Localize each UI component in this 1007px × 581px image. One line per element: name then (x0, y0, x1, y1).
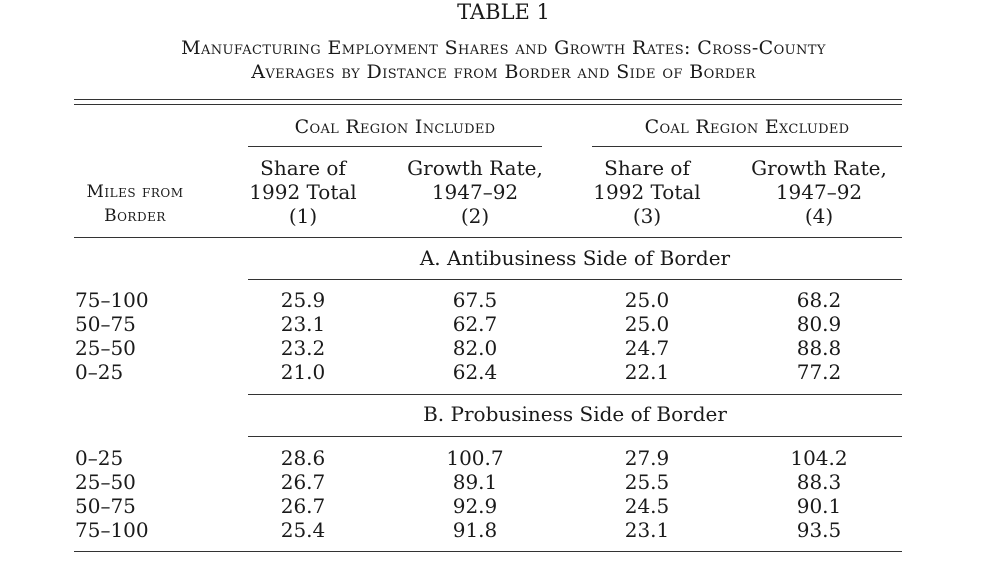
header-bottom-rule (74, 237, 902, 238)
row-header-line-1: Miles from (86, 182, 184, 202)
column-header-3: Share of 1992 Total (3) (582, 156, 712, 228)
column-header-4: Growth Rate, 1947–92 (4) (740, 156, 898, 228)
panel-a-row-4-col-3: 22.1 (624, 360, 670, 384)
column-header-2: Growth Rate, 1947–92 (2) (400, 156, 550, 228)
panel-b-row-4-col-2: 91.8 (452, 518, 498, 542)
panel-a-row-3-col-1: 23.2 (280, 336, 326, 360)
panel-b-row-3-col-3: 24.5 (624, 494, 670, 518)
panel-a-row-3-col-2: 82.0 (452, 336, 498, 360)
table-caption-line-1: Manufacturing Employment Shares and Grow… (181, 37, 826, 59)
row-header-line-2: Border (104, 206, 166, 226)
panel-b-row-4-col-4: 93.5 (796, 518, 842, 542)
panel-a-row-1-label: 75–100 (75, 288, 149, 312)
panel-a-row-3-col-3: 24.7 (624, 336, 670, 360)
panel-a-row-4-label: 0–25 (75, 360, 124, 384)
panel-b-row-2-label: 25–50 (75, 470, 136, 494)
panel-a-row-2-label: 50–75 (75, 312, 136, 336)
panel-b-row-2-col-2: 89.1 (452, 470, 498, 494)
panel-a-row-4-col-1: 21.0 (280, 360, 326, 384)
group-rule-coal-excluded (592, 146, 902, 147)
panel-a-row-2-col-4: 80.9 (796, 312, 842, 336)
column-header-4-line-1: Growth Rate, (751, 156, 887, 180)
column-header-4-number: (4) (804, 204, 834, 228)
panel-a-row-3-col-4: 88.8 (796, 336, 842, 360)
panel-b-row-4-col-3: 23.1 (624, 518, 670, 542)
column-header-3-number: (3) (632, 204, 662, 228)
row-header: Miles from Border (74, 180, 196, 228)
column-header-2-line-2: 1947–92 (431, 180, 519, 204)
panel-b-row-4-label: 75–100 (75, 518, 149, 542)
panel-b-row-1-label: 0–25 (75, 446, 124, 470)
panel-b-row-2-col-4: 88.3 (796, 470, 842, 494)
panel-a-row-4-col-4: 77.2 (796, 360, 842, 384)
panel-a-title: A. Antibusiness Side of Border (419, 246, 731, 270)
column-header-3-line-1: Share of (604, 156, 690, 180)
panel-b-row-1-col-2: 100.7 (446, 446, 504, 470)
panel-a-row-2-col-1: 23.1 (280, 312, 326, 336)
panel-a-row-2-col-3: 25.0 (624, 312, 670, 336)
column-header-3-line-2: 1992 Total (593, 180, 701, 204)
panel-a-rule (248, 279, 902, 280)
panel-b-row-3-col-2: 92.9 (452, 494, 498, 518)
table-bottom-rule (74, 551, 902, 552)
table-caption-line-2: Averages by Distance from Border and Sid… (251, 61, 756, 83)
panel-b-rule (248, 436, 902, 437)
group-header-coal-excluded: Coal Region Excluded (644, 116, 850, 138)
panel-a-row-1-col-3: 25.0 (624, 288, 670, 312)
panel-a-row-3-label: 25–50 (75, 336, 136, 360)
panel-b-top-rule (248, 394, 902, 395)
column-header-2-line-1: Growth Rate, (407, 156, 543, 180)
panel-a-row-1-col-1: 25.9 (280, 288, 326, 312)
top-rule-1 (74, 99, 902, 100)
panel-b-row-2-col-1: 26.7 (280, 470, 326, 494)
panel-b-row-2-col-3: 25.5 (624, 470, 670, 494)
panel-b-title: B. Probusiness Side of Border (423, 402, 727, 426)
group-header-coal-included: Coal Region Included (294, 116, 496, 138)
panel-a-row-2-col-2: 62.7 (452, 312, 498, 336)
panel-b-row-3-col-4: 90.1 (796, 494, 842, 518)
column-header-1-line-1: Share of (260, 156, 346, 180)
panel-b-row-1-col-1: 28.6 (280, 446, 326, 470)
column-header-2-number: (2) (460, 204, 490, 228)
group-rule-coal-included (248, 146, 542, 147)
table-title: TABLE 1 (457, 0, 550, 24)
top-rule-2 (74, 104, 902, 105)
panel-b-row-1-col-4: 104.2 (790, 446, 848, 470)
panel-b-row-1-col-3: 27.9 (624, 446, 670, 470)
panel-b-row-3-label: 50–75 (75, 494, 136, 518)
panel-b-row-4-col-1: 25.4 (280, 518, 326, 542)
panel-a-row-4-col-2: 62.4 (452, 360, 498, 384)
column-header-1-number: (1) (288, 204, 318, 228)
column-header-1-line-2: 1992 Total (249, 180, 357, 204)
panel-a-row-1-col-4: 68.2 (796, 288, 842, 312)
panel-b-row-3-col-1: 26.7 (280, 494, 326, 518)
column-header-1: Share of 1992 Total (1) (238, 156, 368, 228)
column-header-4-line-2: 1947–92 (775, 180, 863, 204)
panel-a-row-1-col-2: 67.5 (452, 288, 498, 312)
